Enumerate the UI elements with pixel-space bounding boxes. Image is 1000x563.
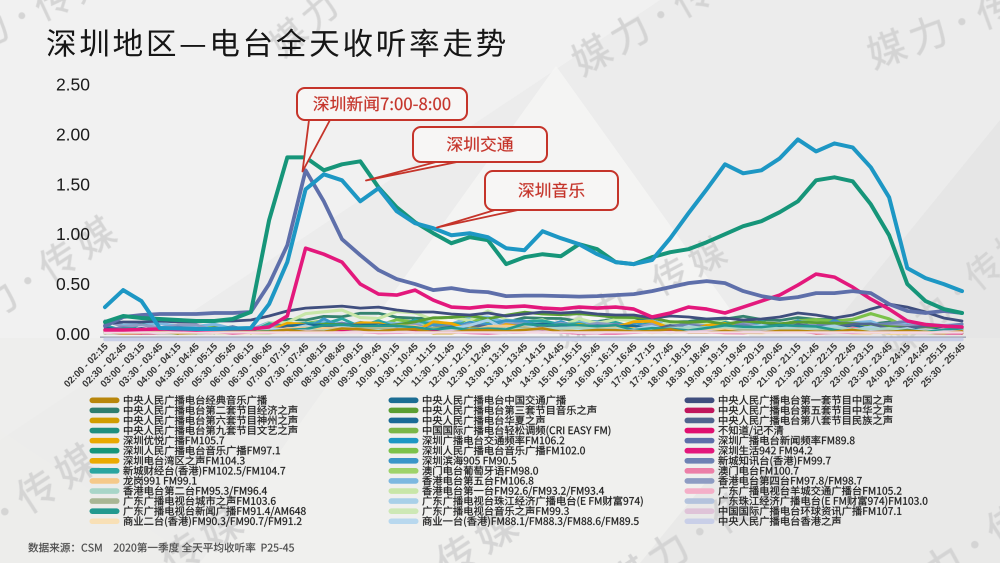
svg-text:1.00: 1.00	[56, 224, 90, 244]
svg-text:0.00: 0.00	[56, 324, 90, 344]
svg-text:0.50: 0.50	[56, 274, 90, 294]
svg-text:1.50: 1.50	[56, 174, 90, 194]
svg-text:2.00: 2.00	[56, 124, 90, 144]
svg-text:2.50: 2.50	[56, 75, 90, 95]
